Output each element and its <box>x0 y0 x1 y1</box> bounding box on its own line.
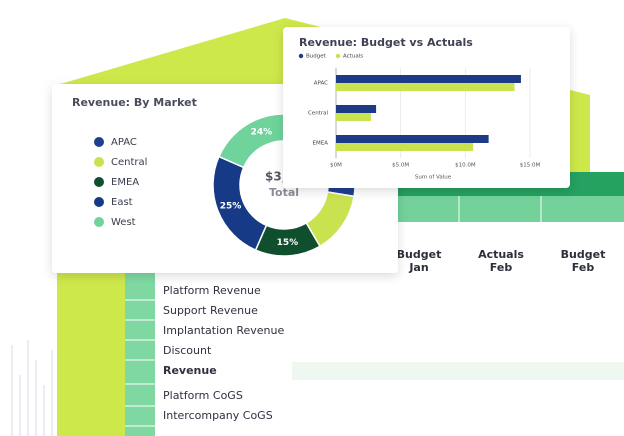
legend-label: East <box>111 197 133 208</box>
legend-dot <box>94 217 104 227</box>
column-header: Feb <box>490 261 513 274</box>
legend-dot <box>298 53 304 59</box>
card-title: Revenue: By Market <box>72 96 197 109</box>
bar <box>336 83 515 91</box>
bar <box>336 75 521 83</box>
card-title: Revenue: Budget vs Actuals <box>299 36 473 49</box>
row-label: Platform Revenue <box>163 284 261 297</box>
row-label: Discount <box>163 344 212 357</box>
legend-dot <box>335 53 341 59</box>
slice-label: 25% <box>220 201 242 211</box>
legend-label: Actuals <box>343 54 363 60</box>
x-tick-label: $5.0M <box>392 163 409 169</box>
y-tick-label: Central <box>308 111 328 117</box>
x-tick-label: $0M <box>330 163 342 169</box>
legend-label: Budget <box>306 54 327 60</box>
legend-dot <box>94 157 104 167</box>
legend-label: APAC <box>111 137 137 148</box>
decor-lines <box>11 340 53 436</box>
y-tick-label: APAC <box>314 81 328 87</box>
slice-label: 15% <box>277 238 299 248</box>
column-header: Budget <box>561 248 606 261</box>
legend-label: Central <box>111 157 147 168</box>
column-header: Jan <box>408 261 428 274</box>
bar <box>336 105 377 113</box>
bar <box>336 143 474 151</box>
legend-dot <box>94 197 104 207</box>
row-label: Revenue <box>163 364 217 377</box>
column-header: Budget <box>397 248 442 261</box>
column-header: Feb <box>572 261 595 274</box>
header-cells <box>395 196 624 222</box>
row-label: Intercompany CoGS <box>163 409 273 422</box>
bar-card: Revenue: Budget vs Actuals Sum of Value … <box>283 27 570 188</box>
legend-label: West <box>111 217 136 228</box>
y-tick-label: EMEA <box>313 141 329 147</box>
x-tick-label: $10.0M <box>455 163 476 169</box>
bar <box>336 113 371 121</box>
stripe-lines <box>125 299 155 427</box>
legend-dot <box>94 137 104 147</box>
slice-label: 24% <box>251 128 273 138</box>
row-label: Platform CoGS <box>163 389 243 402</box>
row-label: Support Revenue <box>163 304 258 317</box>
bar <box>336 135 489 143</box>
legend-label: EMEA <box>111 177 139 188</box>
green-stripe <box>125 270 155 436</box>
legend-dot <box>94 177 104 187</box>
x-axis-title: Sum of Value <box>415 175 452 181</box>
row-label: Implantation Revenue <box>163 324 284 337</box>
center-label: Total <box>269 186 299 199</box>
row-highlight <box>292 362 624 380</box>
column-header: Actuals <box>478 248 524 261</box>
x-tick-label: $15.0M <box>520 163 541 169</box>
